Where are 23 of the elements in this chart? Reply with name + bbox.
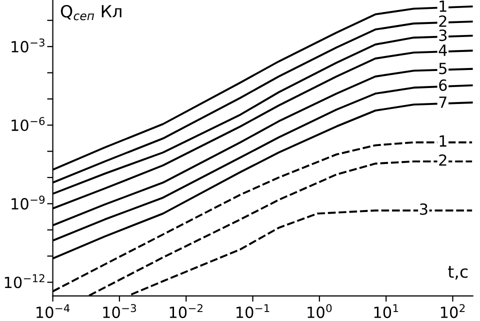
x-tick-label: 10$^{−2}$ xyxy=(170,304,202,318)
x-tick-label: 10$^{−4}$ xyxy=(36,304,70,318)
series-label: 3 xyxy=(420,203,428,215)
series-label: 5 xyxy=(439,62,446,74)
y-tick-label: 10$^{−9}$ xyxy=(12,196,45,210)
y-tick-label: 10$^{−12}$ xyxy=(4,274,44,288)
series-label: 2 xyxy=(439,154,446,166)
x-tick-label: 10$^{−3}$ xyxy=(103,304,136,318)
x-tick-label: 10$^{1}$ xyxy=(374,304,398,318)
series-label: 1 xyxy=(440,0,446,12)
series-label: 1 xyxy=(440,135,446,147)
y-axis-title: Q$_{сеп}$ Кл xyxy=(60,4,122,20)
x-tick-label: 10$^{2}$ xyxy=(440,304,465,318)
x-tick-label: 10$^{0}$ xyxy=(308,304,332,318)
series-label: 7 xyxy=(439,96,446,108)
series-label: 2 xyxy=(439,15,446,27)
series-label: 3 xyxy=(439,30,447,42)
x-axis-title: t,c xyxy=(448,266,468,280)
y-tick-label: 10$^{−3}$ xyxy=(12,38,44,52)
y-tick-label: 10$^{−6}$ xyxy=(12,117,45,132)
x-tick-label: 10$^{−1}$ xyxy=(236,304,270,318)
series-label: 4 xyxy=(438,44,447,56)
series-label: 6 xyxy=(439,79,447,91)
